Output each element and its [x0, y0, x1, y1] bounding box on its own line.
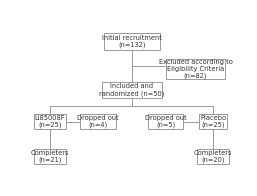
- FancyBboxPatch shape: [102, 82, 162, 98]
- Text: LI85008F
(n=25): LI85008F (n=25): [35, 115, 65, 128]
- Text: Excluded according to
Eligibility Criteria
(n=82): Excluded according to Eligibility Criter…: [159, 59, 232, 79]
- FancyBboxPatch shape: [34, 149, 66, 164]
- Text: Completers
(n=21): Completers (n=21): [31, 150, 69, 163]
- Text: Dropped out
(n=5): Dropped out (n=5): [145, 115, 186, 128]
- Text: Dropped out
(n=4): Dropped out (n=4): [77, 115, 119, 128]
- Text: Placebo
(n=25): Placebo (n=25): [200, 115, 226, 128]
- FancyBboxPatch shape: [166, 59, 225, 79]
- Text: Included and
randomized (n=50): Included and randomized (n=50): [99, 83, 164, 97]
- FancyBboxPatch shape: [199, 114, 227, 129]
- FancyBboxPatch shape: [104, 33, 160, 50]
- Text: Completers
(n=20): Completers (n=20): [194, 150, 233, 163]
- FancyBboxPatch shape: [148, 114, 183, 129]
- FancyBboxPatch shape: [34, 114, 66, 129]
- Text: Initial recruitment
(n=132): Initial recruitment (n=132): [102, 35, 162, 48]
- FancyBboxPatch shape: [197, 149, 229, 164]
- FancyBboxPatch shape: [80, 114, 116, 129]
